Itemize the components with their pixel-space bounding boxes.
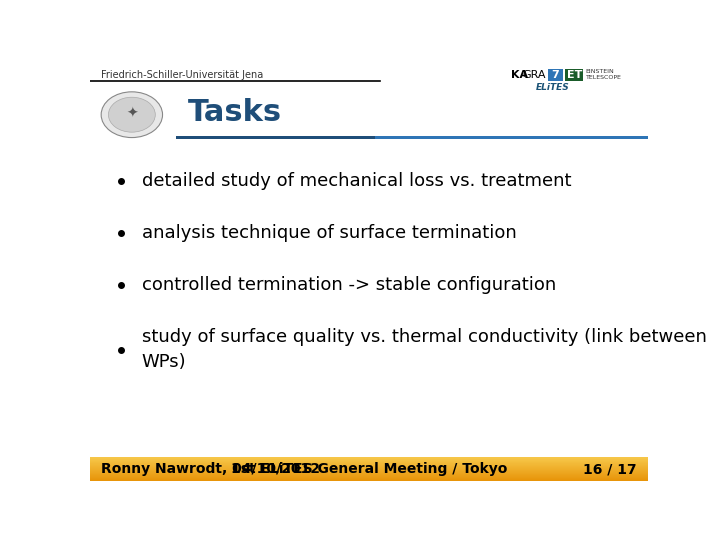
Bar	[90, 476, 648, 477]
Bar	[90, 469, 648, 470]
Bar	[90, 467, 648, 468]
Circle shape	[109, 97, 156, 132]
Bar	[90, 470, 648, 471]
Bar	[90, 476, 648, 477]
Bar	[90, 459, 648, 460]
Circle shape	[101, 92, 163, 138]
Text: 1st ELiTES General Meeting / Tokyo: 1st ELiTES General Meeting / Tokyo	[231, 462, 507, 476]
Bar	[90, 465, 648, 467]
Bar	[90, 468, 648, 469]
Bar	[176, 136, 374, 139]
Bar	[90, 458, 648, 459]
Text: controlled termination -> stable configuration: controlled termination -> stable configu…	[142, 276, 556, 294]
Text: ET: ET	[567, 70, 582, 80]
Bar	[90, 463, 648, 464]
Bar	[90, 478, 648, 479]
Bar	[90, 479, 648, 480]
Bar	[90, 471, 648, 472]
Bar	[90, 461, 648, 462]
Bar	[90, 462, 648, 463]
Bar	[90, 472, 648, 473]
Text: detailed study of mechanical loss vs. treatment: detailed study of mechanical loss vs. tr…	[142, 172, 572, 190]
Bar	[90, 477, 648, 478]
Text: Friedrich-Schiller-Universität Jena: Friedrich-Schiller-Universität Jena	[101, 70, 264, 80]
Text: study of surface quality vs. thermal conductivity (link between
WPs): study of surface quality vs. thermal con…	[142, 328, 707, 371]
Bar	[90, 466, 648, 467]
Bar	[90, 464, 648, 465]
Bar	[90, 460, 648, 461]
Bar	[90, 458, 648, 460]
Bar	[90, 468, 648, 469]
Bar	[374, 136, 648, 139]
Bar	[90, 470, 648, 471]
Bar	[90, 462, 648, 463]
Bar	[90, 480, 648, 481]
Text: 16 / 17: 16 / 17	[583, 462, 637, 476]
Text: KA: KA	[511, 70, 528, 80]
Bar	[90, 460, 648, 461]
Bar	[90, 467, 648, 468]
Bar	[90, 478, 648, 480]
Bar	[90, 457, 648, 458]
Text: analysis technique of surface termination: analysis technique of surface terminatio…	[142, 224, 517, 242]
Bar	[90, 475, 648, 476]
Text: ✦: ✦	[126, 107, 138, 121]
Text: ELiTES: ELiTES	[536, 83, 570, 92]
Bar	[547, 69, 563, 82]
Bar	[90, 469, 648, 470]
Bar	[90, 471, 648, 472]
Text: Tasks: Tasks	[188, 98, 282, 127]
Bar	[90, 474, 648, 475]
Text: 7: 7	[552, 70, 559, 80]
Bar	[565, 69, 583, 82]
Text: EINSTEIN
TELESCOPE: EINSTEIN TELESCOPE	[585, 69, 621, 80]
Text: Ronny Nawrodt, 04/10/2012: Ronny Nawrodt, 04/10/2012	[101, 462, 320, 476]
Bar	[90, 472, 648, 474]
Bar	[90, 477, 648, 478]
Text: GRA: GRA	[522, 70, 545, 80]
Bar	[90, 461, 648, 462]
